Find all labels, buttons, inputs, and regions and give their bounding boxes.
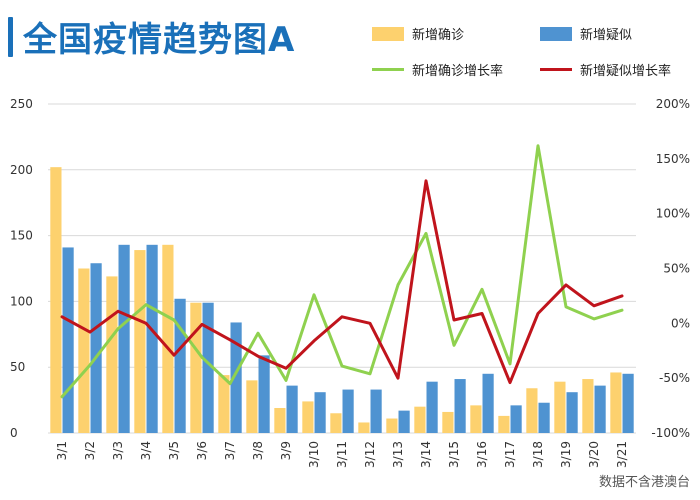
bar-confirmed — [134, 250, 146, 433]
x-tick-label: 3/14 — [419, 441, 433, 468]
bar-suspected — [622, 373, 634, 433]
legend-swatch-confirmed — [372, 26, 404, 41]
chart-title: 全国疫情趋势图A — [23, 20, 296, 60]
bar-suspected — [594, 385, 606, 433]
bar-confirmed — [330, 413, 342, 433]
legend-swatch-suspected-growth — [540, 68, 572, 71]
bar-suspected — [314, 392, 326, 433]
x-tick-label: 3/18 — [531, 441, 545, 468]
legend-swatch-suspected — [540, 26, 572, 41]
bar-confirmed — [582, 379, 594, 433]
x-tick-label: 3/5 — [167, 441, 181, 460]
bar-confirmed — [610, 372, 622, 433]
bar-confirmed — [162, 244, 174, 433]
bar-suspected — [174, 298, 186, 433]
bar-suspected — [398, 410, 410, 433]
legend-label-confirmed: 新增确诊 — [412, 28, 465, 43]
bar-suspected — [426, 381, 438, 433]
y-right-tick-label: 200% — [656, 97, 690, 111]
legend-label-suspected: 新增疑似 — [580, 28, 633, 43]
bar-suspected — [258, 355, 270, 433]
bar-confirmed — [218, 375, 230, 433]
x-tick-label: 3/12 — [363, 441, 377, 468]
y-left-tick-label: 100 — [10, 294, 33, 308]
y-right-tick-label: 50% — [663, 262, 690, 276]
bar-suspected — [342, 389, 354, 433]
bar-suspected — [118, 244, 130, 433]
bar-suspected — [510, 405, 522, 433]
bar-confirmed — [526, 388, 538, 433]
bar-confirmed — [246, 380, 258, 433]
x-tick-label: 3/16 — [475, 441, 489, 468]
x-tick-label: 3/2 — [83, 441, 97, 460]
legend-label-suspected-growth: 新增疑似增长率 — [580, 64, 672, 79]
y-right-tick-label: 150% — [656, 152, 690, 166]
bar-suspected — [566, 392, 578, 433]
legend-item-suspected: 新增疑似 — [540, 24, 632, 43]
y-left-tick-label: 250 — [10, 97, 33, 111]
bar-suspected — [286, 385, 298, 433]
x-tick-label: 3/6 — [195, 441, 209, 460]
bar-suspected — [230, 322, 242, 433]
x-tick-label: 3/20 — [587, 441, 601, 468]
legend-item-suspected-growth: 新增疑似增长率 — [540, 60, 671, 79]
bar-suspected — [202, 302, 214, 433]
y-right-tick-label: 100% — [656, 207, 690, 221]
line-suspected-growth — [60, 179, 624, 385]
x-tick-label: 3/17 — [503, 441, 517, 468]
bar-confirmed — [554, 381, 566, 433]
x-tick-label: 3/13 — [391, 441, 405, 468]
legend: 新增确诊 新增疑似 新增确诊增长率 新增疑似增长率 — [372, 20, 692, 90]
bar-confirmed — [302, 401, 314, 433]
x-tick-label: 3/21 — [615, 441, 629, 468]
x-tick-label: 3/9 — [279, 441, 293, 460]
y-right-tick-label: 0% — [671, 316, 690, 330]
x-tick-label: 3/15 — [447, 441, 461, 468]
bar-confirmed — [498, 415, 510, 433]
title-block: 全国疫情趋势图A — [8, 12, 295, 61]
bar-suspected — [538, 402, 550, 433]
legend-swatch-confirmed-growth — [372, 68, 404, 71]
x-tick-label: 3/8 — [251, 441, 265, 460]
x-tick-label: 3/7 — [223, 441, 237, 460]
bar-confirmed — [442, 411, 454, 433]
bar-confirmed — [358, 422, 370, 433]
bar-confirmed — [106, 276, 118, 433]
x-tick-label: 3/11 — [335, 441, 349, 468]
bar-suspected — [146, 244, 158, 433]
bar-suspected — [454, 379, 466, 433]
bar-confirmed — [470, 405, 482, 433]
bar-suspected — [62, 247, 74, 433]
bar-suspected — [90, 263, 102, 433]
y-left-tick-label: 150 — [10, 229, 33, 243]
bar-confirmed — [386, 418, 398, 433]
x-tick-label: 3/10 — [307, 441, 321, 468]
legend-item-confirmed: 新增确诊 — [372, 24, 464, 43]
y-left-tick-label: 50 — [10, 360, 25, 374]
y-right-tick-label: -100% — [651, 426, 690, 440]
y-left-tick-label: 200 — [10, 163, 33, 177]
line-confirmed-growth — [60, 144, 624, 399]
x-tick-label: 3/3 — [111, 441, 125, 460]
x-tick-label: 3/1 — [55, 441, 69, 460]
bar-suspected — [482, 373, 494, 433]
legend-item-confirmed-growth: 新增确诊增长率 — [372, 60, 503, 79]
title-accent-bar — [8, 16, 13, 57]
bar-confirmed — [190, 302, 202, 433]
x-tick-label: 3/4 — [139, 441, 153, 460]
bar-confirmed — [414, 406, 426, 433]
legend-label-confirmed-growth: 新增确诊增长率 — [412, 64, 504, 79]
y-left-tick-label: 0 — [10, 426, 18, 440]
bar-confirmed — [50, 167, 62, 433]
source-note: 数据不含港澳台 — [598, 475, 690, 490]
bar-confirmed — [78, 268, 90, 433]
x-tick-label: 3/19 — [559, 441, 573, 468]
bar-confirmed — [274, 407, 286, 433]
bar-suspected — [370, 389, 382, 433]
y-right-tick-label: -50% — [659, 371, 690, 385]
